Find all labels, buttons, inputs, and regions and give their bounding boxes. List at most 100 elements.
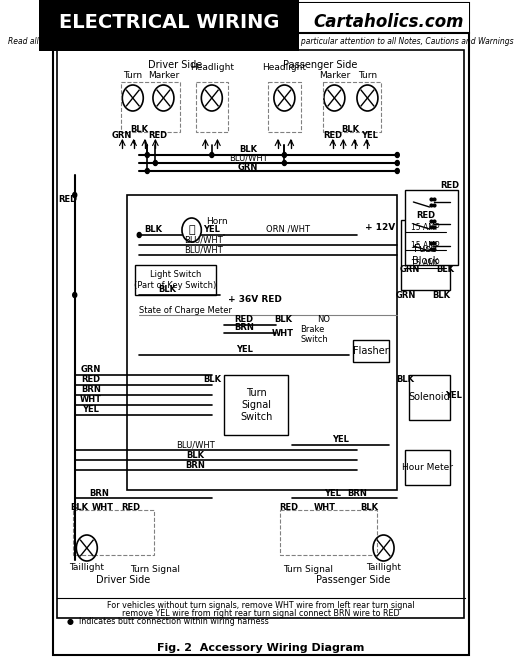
Circle shape: [282, 161, 287, 166]
Text: Passenger Side: Passenger Side: [283, 60, 358, 70]
Text: ELECTRICAL WIRING: ELECTRICAL WIRING: [58, 13, 279, 32]
Text: RED: RED: [148, 130, 168, 139]
Text: BRN: BRN: [81, 386, 101, 395]
Text: GRN: GRN: [395, 290, 416, 299]
FancyBboxPatch shape: [353, 340, 389, 362]
Text: WHT: WHT: [314, 503, 336, 511]
Text: Turn Signal: Turn Signal: [283, 565, 334, 574]
Text: Driver Side: Driver Side: [96, 575, 150, 585]
Text: WHT: WHT: [92, 503, 114, 511]
Text: Turn
Signal
Switch: Turn Signal Switch: [240, 388, 272, 422]
FancyBboxPatch shape: [53, 3, 469, 33]
FancyBboxPatch shape: [53, 3, 469, 655]
Text: Passenger Side: Passenger Side: [316, 575, 390, 585]
Circle shape: [145, 153, 149, 157]
Circle shape: [395, 161, 399, 166]
Circle shape: [145, 168, 149, 174]
Text: Brake: Brake: [301, 326, 325, 334]
Text: Turn: Turn: [123, 70, 143, 80]
Text: + 36V RED: + 36V RED: [228, 295, 282, 305]
Text: BLK: BLK: [187, 451, 205, 459]
FancyBboxPatch shape: [135, 265, 216, 295]
Text: YEL: YEL: [333, 436, 349, 445]
Text: Light Switch
(Part of Key Switch): Light Switch (Part of Key Switch): [134, 270, 217, 290]
Text: RED: RED: [323, 130, 342, 139]
Text: BRN: BRN: [89, 488, 109, 497]
Text: BLK: BLK: [239, 145, 257, 155]
Text: RED: RED: [58, 195, 78, 205]
Text: 🔔: 🔔: [188, 225, 195, 235]
Text: Switch: Switch: [301, 336, 328, 345]
Text: RED: RED: [440, 180, 459, 190]
Text: Marker: Marker: [319, 70, 350, 80]
Circle shape: [282, 153, 287, 157]
Text: RED: RED: [122, 503, 141, 511]
Text: RED: RED: [279, 503, 298, 511]
FancyBboxPatch shape: [406, 450, 449, 485]
Text: Headlight: Headlight: [263, 64, 306, 72]
Text: Fuse
Block: Fuse Block: [412, 244, 438, 266]
Text: BRN: BRN: [186, 461, 206, 470]
Text: GRN: GRN: [112, 130, 133, 139]
Text: BLK: BLK: [437, 265, 455, 274]
Text: Driver Side: Driver Side: [148, 60, 203, 70]
Text: ORN /WHT: ORN /WHT: [266, 224, 311, 234]
Text: State of Charge Meter: State of Charge Meter: [139, 306, 232, 315]
Text: Turn Signal: Turn Signal: [130, 565, 181, 574]
FancyBboxPatch shape: [406, 190, 458, 265]
Text: 15 AMP: 15 AMP: [411, 259, 440, 268]
Text: BLK: BLK: [159, 286, 176, 295]
Text: BLK: BLK: [433, 290, 450, 299]
Text: GRN: GRN: [238, 163, 258, 172]
Text: Turn: Turn: [358, 70, 377, 80]
Text: remove YEL wire from right rear turn signal connect BRN wire to RED: remove YEL wire from right rear turn sig…: [122, 609, 400, 619]
Circle shape: [73, 193, 77, 197]
Text: YEL: YEL: [82, 405, 99, 415]
Text: 15 AMP: 15 AMP: [411, 222, 440, 232]
Text: Read all of Section B and this section before attempting any procedure. Pay part: Read all of Section B and this section b…: [8, 38, 514, 47]
Text: BLU/WHT: BLU/WHT: [176, 440, 215, 449]
FancyBboxPatch shape: [127, 195, 397, 490]
Circle shape: [395, 153, 399, 157]
Text: BLK: BLK: [203, 376, 221, 384]
Text: BLU/WHT: BLU/WHT: [184, 245, 223, 255]
Text: YEL: YEL: [361, 130, 377, 139]
Text: RED: RED: [416, 211, 435, 220]
Text: GRN: GRN: [81, 365, 101, 374]
Circle shape: [137, 232, 141, 238]
FancyBboxPatch shape: [409, 375, 449, 420]
FancyBboxPatch shape: [57, 50, 464, 618]
Circle shape: [153, 161, 157, 166]
Text: BLK: BLK: [274, 315, 292, 324]
Text: GRN: GRN: [399, 265, 420, 274]
Text: BLK: BLK: [396, 376, 414, 384]
Text: YEL: YEL: [204, 226, 220, 234]
Text: BLU/WHT: BLU/WHT: [184, 236, 223, 245]
Text: For vehicles without turn signals, remove WHT wire from left rear turn signal: For vehicles without turn signals, remov…: [107, 601, 415, 611]
Text: 15 AMP: 15 AMP: [411, 241, 440, 249]
Text: Cartaholics.com: Cartaholics.com: [313, 13, 464, 31]
Text: BLK: BLK: [70, 503, 89, 511]
Text: NO: NO: [317, 315, 329, 324]
Text: ●  Indicates butt connection within wiring harness: ● Indicates butt connection within wirin…: [67, 617, 268, 626]
Text: BLK: BLK: [341, 126, 360, 134]
Text: Flasher: Flasher: [353, 346, 389, 356]
Circle shape: [395, 168, 399, 174]
Text: ELECTRICAL WIRING: ELECTRICAL WIRING: [58, 13, 279, 32]
Text: YEL: YEL: [445, 390, 462, 399]
Circle shape: [73, 293, 77, 297]
Text: YEL: YEL: [235, 345, 253, 355]
Text: Marker: Marker: [148, 70, 179, 80]
Text: BLU/WHT: BLU/WHT: [229, 153, 267, 163]
Text: Hour Meter: Hour Meter: [402, 463, 453, 472]
Text: Headlight: Headlight: [190, 64, 234, 72]
Text: WHT: WHT: [80, 395, 102, 405]
Text: BRN: BRN: [347, 488, 367, 497]
Text: BLK: BLK: [130, 126, 148, 134]
FancyBboxPatch shape: [401, 220, 449, 290]
FancyBboxPatch shape: [224, 375, 289, 435]
Text: Horn: Horn: [206, 218, 228, 226]
Text: BLK: BLK: [144, 226, 162, 234]
Text: + 12V: + 12V: [365, 224, 395, 232]
Text: Solenoid: Solenoid: [409, 393, 450, 403]
